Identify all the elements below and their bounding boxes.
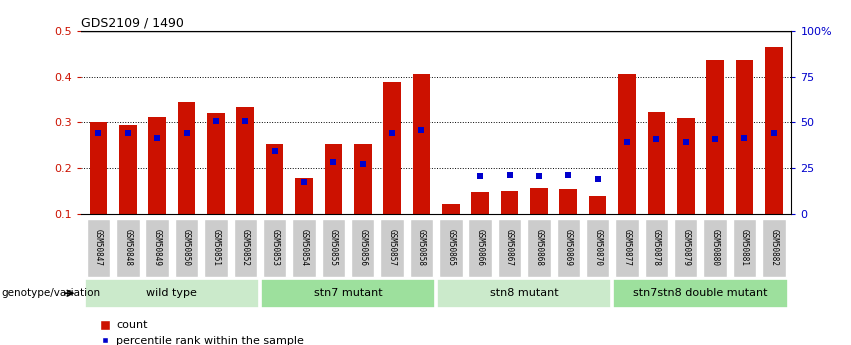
- FancyBboxPatch shape: [174, 219, 198, 277]
- FancyBboxPatch shape: [87, 219, 111, 277]
- Text: GSM50847: GSM50847: [94, 229, 103, 266]
- FancyBboxPatch shape: [146, 219, 169, 277]
- Text: GSM50858: GSM50858: [417, 229, 426, 266]
- Bar: [207, 113, 225, 214]
- Text: GSM50869: GSM50869: [563, 229, 573, 266]
- FancyBboxPatch shape: [585, 219, 609, 277]
- Bar: [618, 75, 636, 214]
- FancyBboxPatch shape: [292, 219, 316, 277]
- Bar: [442, 204, 460, 214]
- Bar: [89, 121, 107, 214]
- FancyBboxPatch shape: [261, 279, 435, 307]
- Text: GSM50865: GSM50865: [446, 229, 455, 266]
- Bar: [530, 188, 548, 214]
- Bar: [237, 107, 254, 214]
- FancyBboxPatch shape: [233, 219, 257, 277]
- Text: GSM50877: GSM50877: [622, 229, 631, 266]
- FancyBboxPatch shape: [498, 219, 522, 277]
- Text: GSM50853: GSM50853: [270, 229, 279, 266]
- Bar: [324, 144, 342, 214]
- FancyBboxPatch shape: [116, 219, 140, 277]
- Text: GSM50880: GSM50880: [711, 229, 720, 266]
- Text: GSM50878: GSM50878: [652, 229, 661, 266]
- Bar: [178, 102, 196, 214]
- Bar: [677, 118, 694, 214]
- Bar: [500, 191, 518, 214]
- FancyBboxPatch shape: [703, 219, 727, 277]
- Text: genotype/variation: genotype/variation: [2, 288, 100, 298]
- Text: stn7stn8 double mutant: stn7stn8 double mutant: [633, 288, 768, 298]
- FancyBboxPatch shape: [557, 219, 580, 277]
- FancyBboxPatch shape: [322, 219, 346, 277]
- Bar: [706, 60, 724, 214]
- Text: GSM50879: GSM50879: [681, 229, 690, 266]
- FancyBboxPatch shape: [380, 219, 404, 277]
- FancyBboxPatch shape: [615, 219, 639, 277]
- Text: GSM50855: GSM50855: [328, 229, 338, 266]
- Bar: [765, 47, 783, 214]
- Bar: [413, 75, 431, 214]
- Bar: [383, 82, 401, 214]
- Bar: [559, 189, 577, 214]
- FancyBboxPatch shape: [614, 279, 788, 307]
- FancyBboxPatch shape: [439, 219, 463, 277]
- FancyBboxPatch shape: [204, 219, 228, 277]
- Bar: [266, 144, 283, 214]
- FancyBboxPatch shape: [674, 219, 698, 277]
- Bar: [354, 145, 372, 214]
- Text: wild type: wild type: [146, 288, 197, 298]
- Text: GSM50851: GSM50851: [211, 229, 220, 266]
- Text: GSM50867: GSM50867: [505, 229, 514, 266]
- FancyBboxPatch shape: [762, 219, 785, 277]
- FancyBboxPatch shape: [644, 219, 668, 277]
- FancyBboxPatch shape: [84, 279, 259, 307]
- Text: GSM50866: GSM50866: [476, 229, 485, 266]
- Text: GSM50852: GSM50852: [241, 229, 250, 266]
- Bar: [119, 125, 137, 214]
- Text: GSM50849: GSM50849: [152, 229, 162, 266]
- FancyBboxPatch shape: [409, 219, 433, 277]
- Text: GSM50868: GSM50868: [534, 229, 544, 266]
- Text: stn8 mutant: stn8 mutant: [490, 288, 558, 298]
- Legend: count, percentile rank within the sample: count, percentile rank within the sample: [95, 316, 308, 345]
- Bar: [648, 112, 665, 214]
- Text: GSM50848: GSM50848: [123, 229, 132, 266]
- Text: stn7 mutant: stn7 mutant: [314, 288, 382, 298]
- Text: GSM50854: GSM50854: [300, 229, 309, 266]
- Bar: [295, 178, 313, 214]
- Text: GSM50881: GSM50881: [740, 229, 749, 266]
- FancyBboxPatch shape: [527, 219, 551, 277]
- FancyBboxPatch shape: [468, 219, 492, 277]
- Text: GSM50850: GSM50850: [182, 229, 191, 266]
- Text: GDS2109 / 1490: GDS2109 / 1490: [81, 17, 184, 30]
- Text: GSM50882: GSM50882: [769, 229, 779, 266]
- Bar: [471, 192, 489, 214]
- FancyBboxPatch shape: [351, 219, 374, 277]
- Bar: [148, 117, 166, 214]
- Text: GSM50856: GSM50856: [358, 229, 368, 266]
- FancyBboxPatch shape: [263, 219, 287, 277]
- Text: GSM50870: GSM50870: [593, 229, 603, 266]
- Text: GSM50857: GSM50857: [387, 229, 397, 266]
- FancyBboxPatch shape: [733, 219, 757, 277]
- Bar: [589, 196, 607, 214]
- FancyBboxPatch shape: [437, 279, 611, 307]
- Bar: [735, 60, 753, 214]
